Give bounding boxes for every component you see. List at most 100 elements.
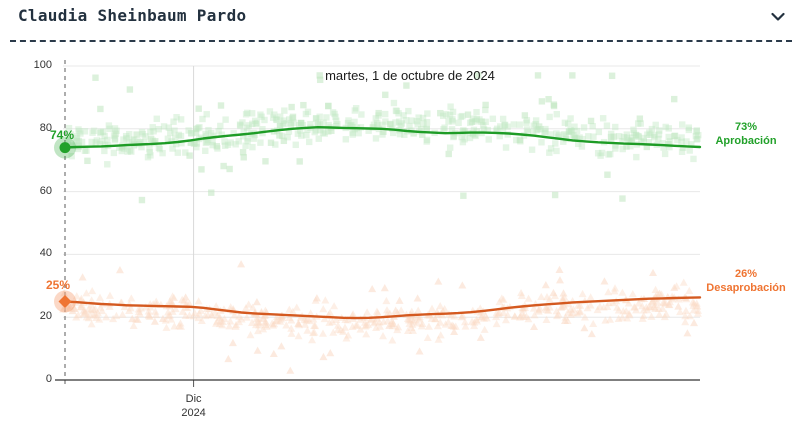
data-point xyxy=(134,307,143,315)
data-point xyxy=(170,322,179,330)
data-point xyxy=(460,127,467,134)
y-axis-tick-label: 0 xyxy=(45,373,52,385)
data-point xyxy=(636,115,644,122)
data-point xyxy=(382,118,389,125)
data-point xyxy=(218,321,227,329)
data-point xyxy=(570,134,578,141)
data-point xyxy=(689,301,698,309)
data-point xyxy=(126,147,134,154)
data-point xyxy=(481,312,490,320)
data-point xyxy=(255,321,264,329)
data-point xyxy=(410,130,417,137)
data-point xyxy=(221,138,228,145)
data-point xyxy=(662,310,671,318)
data-point xyxy=(79,306,88,314)
data-point xyxy=(603,302,612,311)
data-point xyxy=(302,110,310,118)
data-point xyxy=(405,319,414,327)
data-point xyxy=(628,289,637,298)
data-point xyxy=(390,129,397,137)
data-point xyxy=(648,296,657,305)
data-point xyxy=(552,307,561,315)
data-point xyxy=(72,313,81,321)
data-point xyxy=(109,314,118,323)
data-point xyxy=(102,313,111,321)
data-point xyxy=(642,303,651,311)
data-point xyxy=(295,321,304,329)
data-point xyxy=(248,318,257,326)
data-point xyxy=(138,128,146,136)
data-point xyxy=(394,323,403,331)
data-point xyxy=(473,128,480,135)
data-point xyxy=(213,143,221,150)
data-point xyxy=(70,304,79,312)
data-point xyxy=(671,132,678,140)
data-point xyxy=(679,144,687,152)
data-point xyxy=(661,299,670,307)
data-point xyxy=(693,128,700,135)
data-point xyxy=(325,121,332,129)
data-point xyxy=(549,288,558,297)
data-point xyxy=(403,82,410,89)
data-point xyxy=(666,138,674,145)
x-axis-tick-month: Dic xyxy=(185,393,202,405)
data-point xyxy=(533,127,540,134)
data-point xyxy=(387,319,396,328)
data-point xyxy=(625,311,634,319)
data-point xyxy=(559,301,568,309)
data-point xyxy=(72,292,81,300)
data-point xyxy=(400,112,407,119)
data-point xyxy=(76,303,85,311)
data-point xyxy=(310,321,319,330)
data-point xyxy=(569,72,576,79)
data-point xyxy=(692,299,701,307)
data-point xyxy=(277,342,286,350)
data-point xyxy=(142,133,149,140)
data-point xyxy=(679,121,686,128)
data-point xyxy=(203,138,211,146)
data-point xyxy=(679,278,688,286)
data-point xyxy=(510,312,519,320)
data-point xyxy=(84,157,91,165)
data-point xyxy=(524,315,533,323)
data-point xyxy=(240,133,247,140)
data-point xyxy=(587,329,596,338)
data-point xyxy=(289,113,297,121)
data-point xyxy=(321,296,330,304)
data-point xyxy=(316,76,324,84)
data-point xyxy=(87,296,96,304)
data-point xyxy=(84,314,93,322)
data-point xyxy=(576,307,585,315)
data-point xyxy=(530,322,539,331)
data-point xyxy=(296,313,305,321)
data-point xyxy=(415,347,424,355)
data-point xyxy=(145,312,154,320)
chevron-down-icon[interactable] xyxy=(770,9,786,25)
data-point xyxy=(232,141,239,148)
data-point xyxy=(557,302,566,311)
data-point xyxy=(133,315,142,323)
data-point xyxy=(587,117,595,125)
data-point xyxy=(356,325,365,333)
data-point xyxy=(301,320,310,328)
data-point xyxy=(472,118,479,125)
data-point xyxy=(276,312,285,321)
data-point xyxy=(651,285,660,293)
data-point xyxy=(655,310,664,318)
data-point xyxy=(130,136,138,143)
data-point xyxy=(202,130,209,138)
data-point xyxy=(341,315,350,323)
data-point xyxy=(287,316,296,324)
data-point xyxy=(480,314,489,322)
data-point xyxy=(355,129,362,137)
data-point xyxy=(566,310,575,318)
data-point xyxy=(170,118,177,125)
data-point xyxy=(436,331,445,339)
data-point xyxy=(99,128,107,136)
data-point xyxy=(493,127,500,134)
data-point xyxy=(195,309,204,317)
data-point xyxy=(222,116,229,123)
data-point xyxy=(78,273,87,281)
data-point xyxy=(639,311,648,320)
data-point xyxy=(342,136,350,143)
